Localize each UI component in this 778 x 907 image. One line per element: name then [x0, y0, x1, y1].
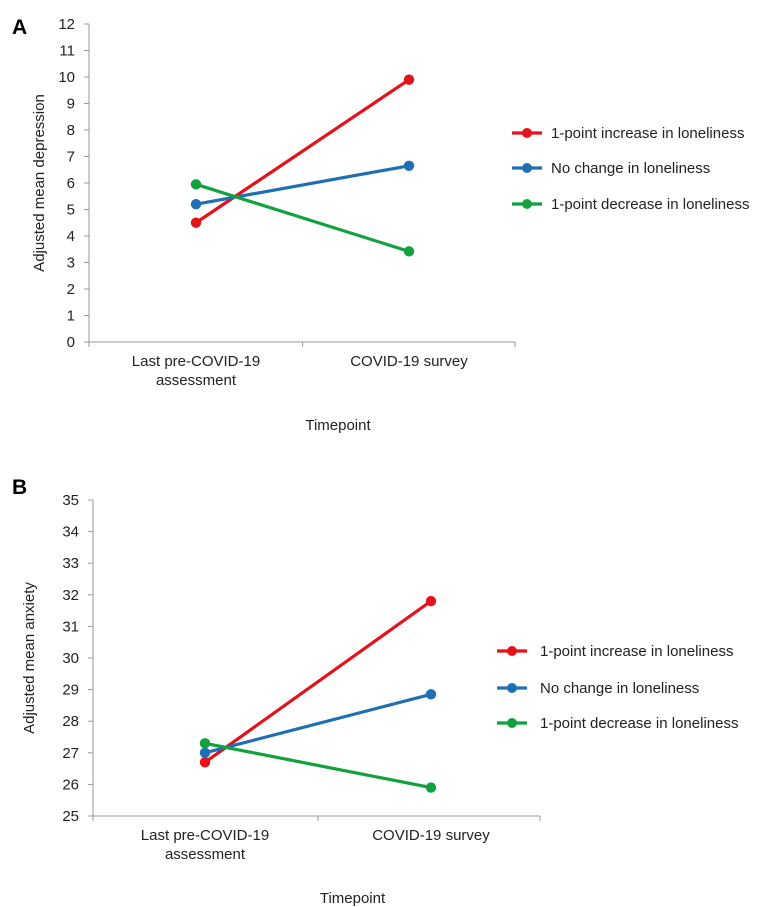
- series-line: [203, 599, 433, 764]
- legend-label: 1-point decrease in loneliness: [540, 715, 738, 732]
- legend-item: No change in loneliness: [512, 160, 710, 177]
- legend-label: 1-point decrease in loneliness: [551, 196, 749, 213]
- x-axis-title: Timepoint: [320, 890, 386, 907]
- x-tick-label: Last pre-COVID-19 assessment: [141, 827, 269, 863]
- data-point: [199, 747, 211, 758]
- legend-swatch-marker: [522, 128, 532, 138]
- data-point: [403, 74, 415, 85]
- data-point: [403, 246, 415, 257]
- series-3: [190, 179, 415, 257]
- data-point: [190, 179, 202, 190]
- y-axis-title: Adjusted mean depression: [31, 94, 48, 272]
- legend-swatch-marker: [522, 199, 532, 209]
- y-tick-label: 26: [62, 776, 79, 793]
- legend-label: 1-point increase in loneliness: [551, 125, 744, 142]
- legend-item: 1-point increase in loneliness: [497, 643, 733, 660]
- y-tick-label: 29: [62, 682, 79, 699]
- x-axis-title: Timepoint: [305, 417, 371, 434]
- series-line: [194, 78, 411, 225]
- y-tick-label: 33: [62, 555, 79, 572]
- data-point: [190, 199, 202, 210]
- y-tick-label: 5: [67, 202, 75, 219]
- panel-label: B: [12, 476, 27, 499]
- data-point: [199, 738, 211, 749]
- y-tick-label: 27: [62, 745, 79, 762]
- y-axis-title: Adjusted mean anxiety: [21, 582, 38, 734]
- y-tick-label: 11: [59, 43, 75, 60]
- x-tick-label: COVID-19 survey: [350, 353, 468, 370]
- series-1: [190, 74, 415, 228]
- y-tick-label: 35: [62, 492, 79, 509]
- panel-b-chart: B 25 26 27 28 29 30 31 32 33 34 35 Last pre-COVID-19…: [12, 476, 738, 907]
- legend: 1-point increase in loneliness No change …: [497, 643, 738, 732]
- y-tick-label: 30: [62, 650, 79, 667]
- series-line: [203, 692, 433, 755]
- series-3: [199, 738, 437, 793]
- legend-swatch-marker: [507, 646, 517, 656]
- data-point: [190, 217, 202, 228]
- y-tick-label: 25: [62, 808, 79, 825]
- data-point: [425, 689, 437, 700]
- legend-item: No change in loneliness: [497, 680, 699, 697]
- legend-label: No change in loneliness: [551, 160, 710, 177]
- y-tick-label: 9: [67, 96, 75, 113]
- y-tick-label: 1: [67, 308, 75, 325]
- data-point: [403, 160, 415, 171]
- legend-swatch-marker: [507, 718, 517, 728]
- x-tick-label: COVID-19 survey: [372, 827, 490, 844]
- legend-swatch-marker: [507, 683, 517, 693]
- legend: 1-point increase in loneliness No change …: [512, 125, 749, 213]
- legend-item: 1-point increase in loneliness: [512, 125, 744, 142]
- legend-item: 1-point decrease in loneliness: [497, 715, 738, 732]
- panel-label: A: [12, 16, 27, 39]
- legend-item: 1-point decrease in loneliness: [512, 196, 749, 213]
- y-tick-label: 4: [67, 228, 75, 245]
- y-tick-label: 32: [62, 587, 79, 604]
- y-tick-label: 28: [62, 713, 79, 730]
- data-point: [425, 782, 437, 793]
- series-line: [194, 182, 411, 253]
- series-2: [199, 689, 437, 758]
- y-tick-label: 31: [62, 618, 79, 635]
- data-point: [425, 595, 437, 607]
- y-tick-label: 2: [67, 281, 75, 298]
- legend-swatch-marker: [522, 163, 532, 173]
- series-line: [203, 741, 433, 790]
- y-tick-label: 6: [67, 175, 75, 192]
- y-tick-label: 12: [58, 16, 75, 33]
- legend-label: 1-point increase in loneliness: [540, 643, 733, 660]
- y-tick-label: 34: [62, 524, 79, 541]
- legend-label: No change in loneliness: [540, 680, 699, 697]
- series-1: [199, 595, 437, 768]
- y-tick-label: 8: [67, 122, 75, 139]
- data-point: [199, 757, 211, 768]
- y-tick-label: 3: [67, 255, 75, 272]
- y-tick-label: 7: [67, 149, 75, 166]
- x-tick-label: Last pre-COVID-19 assessment: [132, 353, 260, 389]
- y-tick-label: 10: [58, 69, 75, 86]
- y-tick-label: 0: [67, 334, 75, 351]
- series-2: [190, 160, 415, 210]
- series-line: [194, 164, 411, 206]
